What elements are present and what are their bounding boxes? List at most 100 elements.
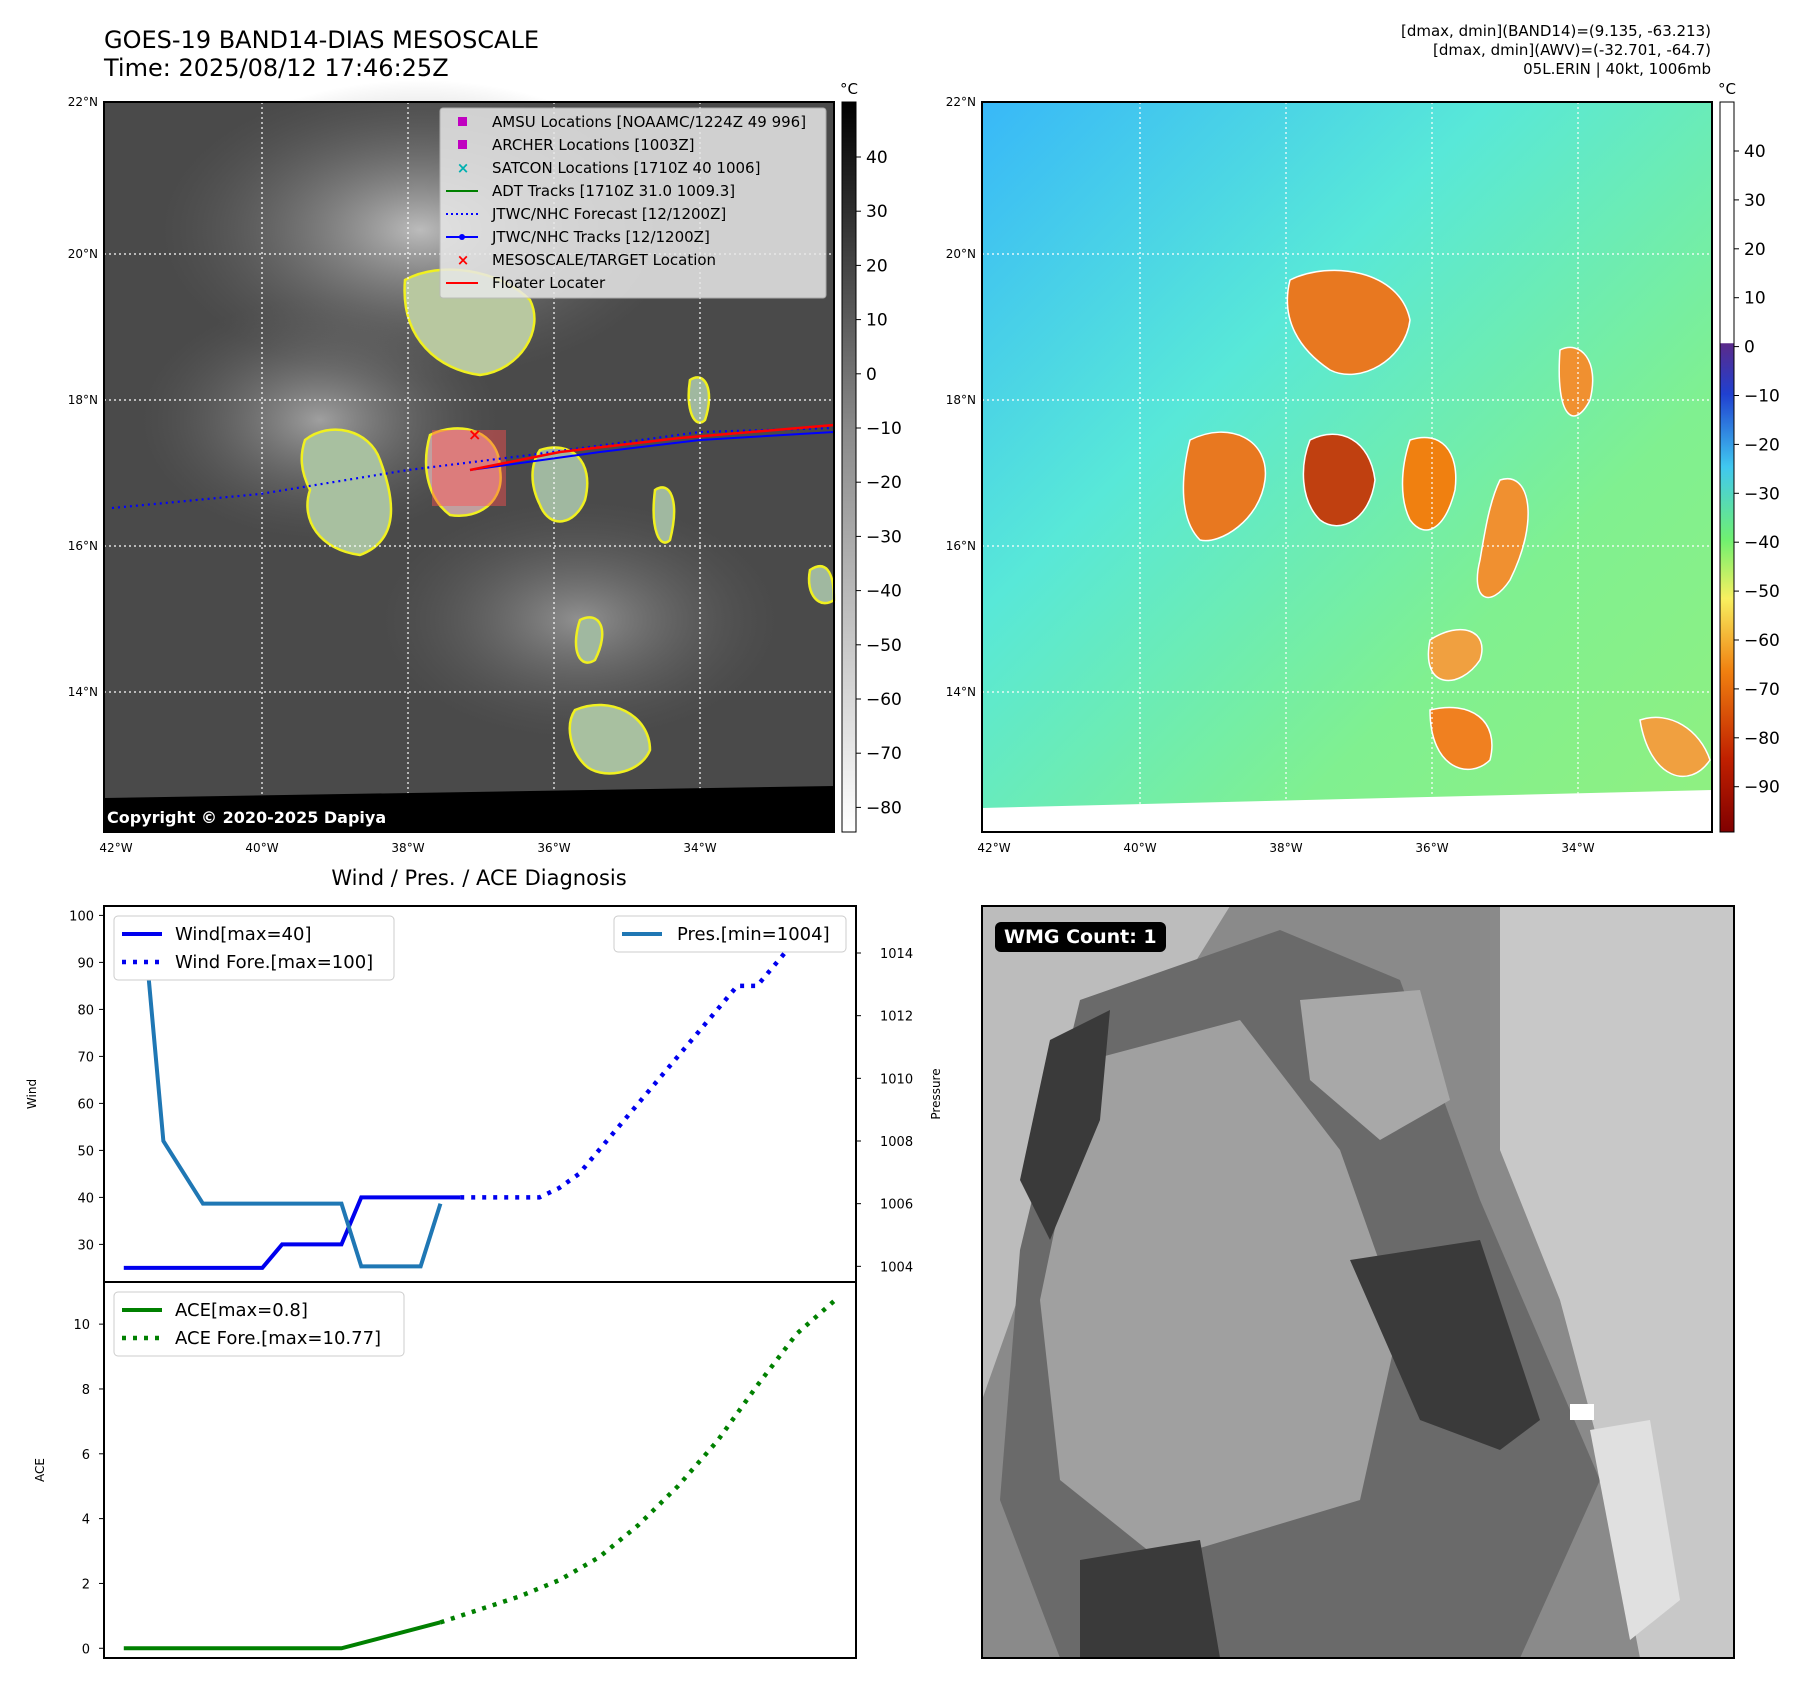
- wind-legend-label: Wind Fore.[max=100]: [175, 952, 373, 973]
- colorbar-tick-label: −10: [1744, 387, 1780, 407]
- colorbar-tick-label: −70: [1744, 680, 1780, 700]
- legend-entry: ARCHER Locations [1003Z]: [458, 136, 695, 154]
- wind-tick-label: 70: [77, 1050, 94, 1065]
- ace-legend-label: ACE[max=0.8]: [175, 1300, 308, 1321]
- pressure-tick-label: 1006: [880, 1198, 913, 1213]
- awv-colorbar-unit: °C: [1718, 80, 1736, 98]
- lat-tick-label: 18°N: [946, 393, 976, 407]
- lon-tick-label: 36°W: [537, 841, 570, 855]
- legend-entry: JTWC/NHC Tracks [12/1200Z]: [446, 228, 710, 246]
- legend-entry: AMSU Locations [NOAAMC/1224Z 49 996]: [458, 113, 806, 131]
- lat-tick-label: 20°N: [946, 247, 976, 261]
- forecast-track: [111, 426, 835, 510]
- pressure-tick-label: 1004: [880, 1260, 913, 1275]
- colorbar-tick-label: −40: [1744, 533, 1780, 553]
- colorbar-tick-label: −80: [866, 798, 902, 818]
- lat-tick-label: 14°N: [946, 685, 976, 699]
- colorbar-tick-label: −60: [866, 690, 902, 710]
- wind-tick-label: 100: [69, 909, 94, 924]
- colorbar-tick-label: −40: [866, 582, 902, 602]
- legend-entry: JTWC/NHC Forecast [12/1200Z]: [446, 205, 726, 223]
- lon-tick-label: 40°W: [245, 841, 278, 855]
- diagnosis-title: Wind / Pres. / ACE Diagnosis: [331, 866, 626, 890]
- colorbar-tick-label: 10: [1744, 289, 1766, 309]
- ace-forecast-line: [439, 1297, 838, 1625]
- colorbar-tick-label: −20: [866, 473, 902, 493]
- colorbar-tick-label: −50: [866, 636, 902, 656]
- ace-tick-label: 2: [82, 1577, 90, 1592]
- legend-label: AMSU Locations [NOAAMC/1224Z 49 996]: [492, 113, 806, 131]
- ace-tick-label: 6: [82, 1448, 90, 1463]
- wind-legend-label: Wind[max=40]: [175, 924, 312, 945]
- ir-cloud-clusters: [300, 268, 836, 775]
- colorbar-tick-label: −80: [1744, 729, 1780, 749]
- lon-tick-label: 38°W: [1269, 841, 1302, 855]
- ir-map-legend: AMSU Locations [NOAAMC/1224Z 49 996] ARCH…: [439, 107, 827, 299]
- wind-legend: Wind[max=40] Wind Fore.[max=100]: [113, 915, 395, 981]
- colorbar-tick-label: −90: [1744, 778, 1780, 798]
- ace-line: [123, 1620, 441, 1651]
- ace-tick-label: 4: [82, 1513, 90, 1528]
- wind-pres-chart: 30 40 50 60 70 80 90 100 1004 1006 1008 1010 1012 101…: [25, 909, 943, 1275]
- figure-title-block: GOES-19 BAND14-DIAS MESOSCALE Time: 2025…: [104, 26, 539, 82]
- awv-cloud-clusters: [1182, 269, 1711, 778]
- colorbar-tick-label: −20: [1744, 435, 1780, 455]
- lon-tick-label: 38°W: [391, 841, 424, 855]
- lon-tick-label: 42°W: [99, 841, 132, 855]
- colorbar-tick-label: 0: [866, 365, 877, 385]
- lon-tick-label: 34°W: [1561, 841, 1594, 855]
- wmg-panel: [981, 905, 1735, 1659]
- wind-tick-label: 40: [77, 1191, 94, 1206]
- svg-text:×: ×: [457, 159, 470, 177]
- awv-map: [981, 101, 1713, 833]
- awv-colorbar: [1719, 101, 1735, 833]
- colorbar-tick-label: −30: [1744, 484, 1780, 504]
- pressure-tick-label: 1008: [880, 1135, 913, 1150]
- ir-map-frame: [103, 101, 835, 833]
- lon-tick-label: 42°W: [977, 841, 1010, 855]
- info-block: [dmax, dmin](BAND14)=(9.135, -63.213) [d…: [1401, 22, 1711, 79]
- colorbar-tick-label: −30: [866, 527, 902, 547]
- wmg-frame: [981, 905, 1735, 1659]
- info-awv: [dmax, dmin](AWV)=(-32.701, -64.7): [1432, 41, 1711, 59]
- colorbar-tick-label: 0: [1744, 338, 1755, 358]
- wind-tick-label: 60: [77, 1097, 94, 1112]
- lat-tick-label: 20°N: [68, 247, 98, 261]
- lon-tick-label: 36°W: [1415, 841, 1448, 855]
- wmg-count-badge: WMG Count: 1: [995, 922, 1166, 952]
- legend-label: JTWC/NHC Forecast [12/1200Z]: [491, 205, 726, 223]
- wind-line: [123, 1195, 461, 1270]
- ace-chart-frame: [103, 1281, 857, 1659]
- ace-legend: ACE[max=0.8] ACE Fore.[max=10.77]: [113, 1291, 405, 1357]
- mesoscale-box: [432, 430, 506, 506]
- wind-forecast-line: [460, 936, 817, 1200]
- pressure-legend: Pres.[min=1004]: [613, 915, 847, 953]
- wind-tick-label: 80: [77, 1003, 94, 1018]
- colorbar-tick-label: 40: [866, 148, 888, 168]
- info-band14: [dmax, dmin](BAND14)=(9.135, -63.213): [1400, 22, 1711, 40]
- lon-tick-label: 34°W: [683, 841, 716, 855]
- ace-tick-label: 8: [82, 1383, 90, 1398]
- colorbar-tick-label: 10: [866, 311, 888, 331]
- target-marker: ×: [468, 425, 481, 444]
- lat-tick-label: 14°N: [68, 685, 98, 699]
- pressure-tick-label: 1012: [880, 1010, 913, 1025]
- copyright-label: Copyright © 2020-2025 Dapiya: [107, 808, 387, 827]
- ir-colorbar: [841, 101, 857, 833]
- info-storm: 05L.ERIN | 40kt, 1006mb: [1523, 60, 1711, 78]
- legend-entry: × SATCON Locations [1710Z 40 1006]: [457, 159, 761, 177]
- lat-tick-label: 16°N: [68, 539, 98, 553]
- colorbar-tick-label: 20: [866, 256, 888, 276]
- pressure-axis-label: Pressure: [929, 1068, 943, 1119]
- colorbar-tick-label: 30: [1744, 191, 1766, 211]
- pressure-legend-label: Pres.[min=1004]: [677, 924, 830, 945]
- colorbar-tick-label: −50: [1744, 582, 1780, 602]
- colorbar-tick-label: 40: [1744, 142, 1766, 162]
- awv-gridlines: [982, 102, 1712, 832]
- ace-tick-label: 0: [82, 1642, 90, 1657]
- ace-legend-label: ACE Fore.[max=10.77]: [175, 1328, 381, 1349]
- colorbar-tick-label: 20: [1744, 240, 1766, 260]
- legend-entry: Floater Locater: [446, 274, 606, 292]
- lon-tick-label: 40°W: [1123, 841, 1156, 855]
